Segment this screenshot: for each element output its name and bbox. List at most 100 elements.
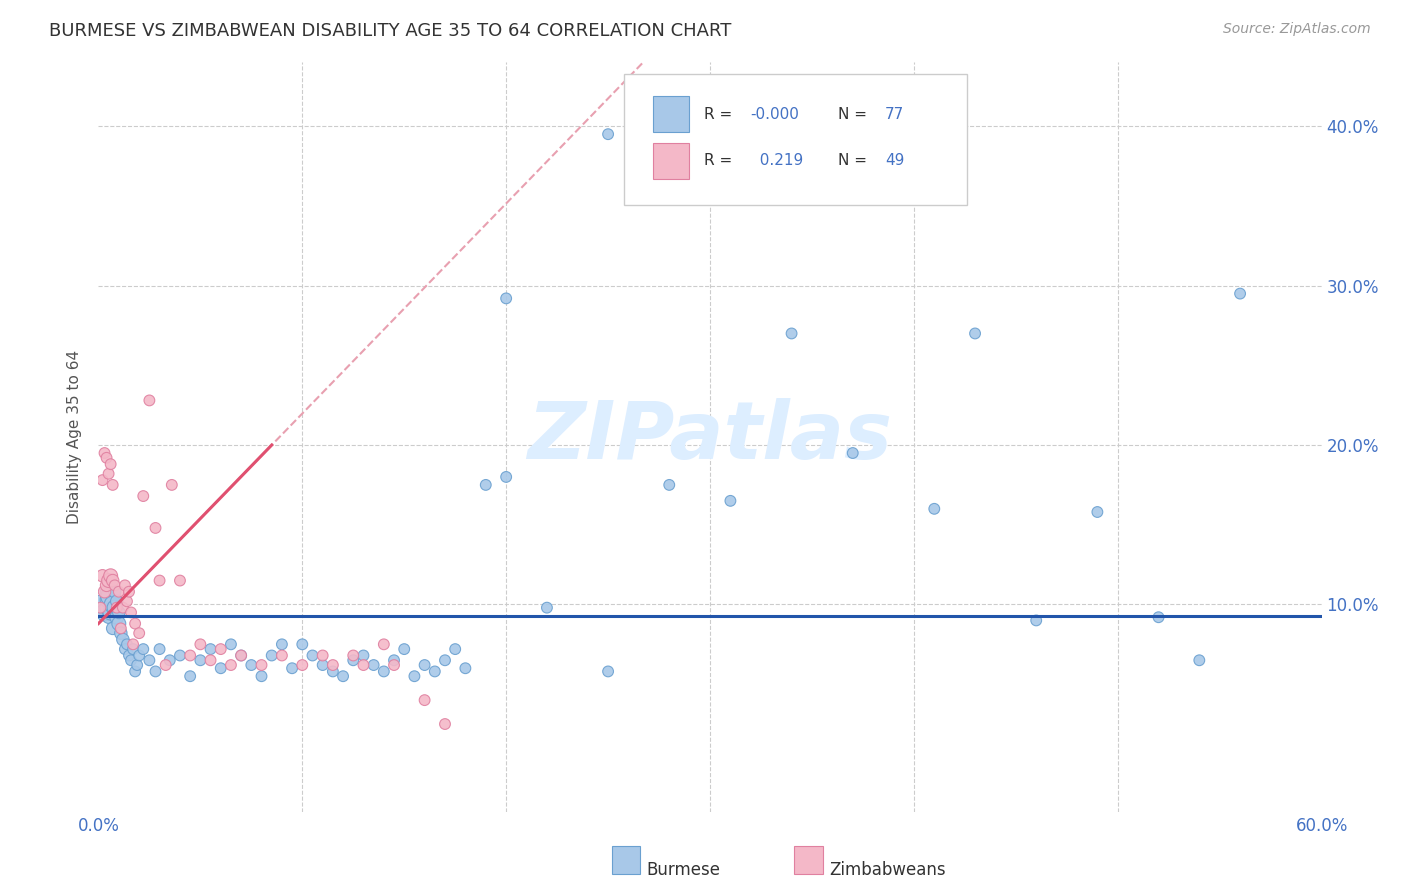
Point [352,658,374,673]
Point [160,478,183,492]
Point [342,648,364,663]
Point [841,446,863,460]
Point [200,653,222,667]
Point [101,574,124,588]
FancyBboxPatch shape [624,74,967,205]
Point [219,637,242,651]
Point [110,626,132,640]
Point [100,457,122,471]
Point [91,568,114,582]
Point [434,717,457,731]
Point [352,648,374,663]
Point [97,610,120,624]
Point [128,626,150,640]
Point [200,642,222,657]
Point [91,598,114,612]
Point [104,584,127,599]
Point [111,600,134,615]
Point [1147,610,1170,624]
Point [219,658,242,673]
Text: N =: N = [838,107,872,121]
Point [93,584,115,599]
Point [250,658,273,673]
Point [97,574,120,588]
Point [1188,653,1211,667]
Point [922,501,945,516]
Point [105,610,128,624]
Point [598,665,620,679]
Point [100,568,122,582]
Point [132,489,155,503]
Point [495,470,517,484]
Point [536,600,558,615]
Point [138,393,160,408]
Point [104,578,127,592]
Text: ZIPatlas: ZIPatlas [527,398,893,476]
Point [91,473,114,487]
Point [392,642,416,657]
Point [124,616,146,631]
Point [124,665,146,679]
Point [718,493,742,508]
Point [301,648,323,663]
Point [145,521,167,535]
Point [120,606,142,620]
Point [322,658,344,673]
Point [332,669,354,683]
Text: -0.000: -0.000 [751,107,799,121]
Point [965,326,987,341]
Text: 49: 49 [884,153,904,168]
Point [281,661,304,675]
Bar [612,846,640,874]
Text: 0.219: 0.219 [751,153,804,168]
Point [96,584,118,599]
Point [105,600,128,615]
Point [209,642,232,657]
Point [105,594,128,608]
Point [138,653,160,667]
Point [101,598,124,612]
Point [240,658,263,673]
Point [658,478,681,492]
Point [96,450,118,465]
Text: BURMESE VS ZIMBABWEAN DISABILITY AGE 35 TO 64 CORRELATION CHART: BURMESE VS ZIMBABWEAN DISABILITY AGE 35 … [49,22,731,40]
Point [382,658,405,673]
Bar [652,96,689,132]
Point [97,467,120,481]
Point [122,642,145,657]
Text: Zimbabweans: Zimbabweans [830,861,946,879]
Text: R =: R = [704,107,737,121]
Point [231,648,253,663]
Point [169,574,191,588]
Point [322,665,344,679]
Point [128,648,150,663]
Text: R =: R = [704,153,737,168]
Point [312,658,335,673]
Text: 77: 77 [884,107,904,121]
Bar [652,143,689,178]
Point [155,658,177,673]
Point [97,592,120,607]
Point [115,594,138,608]
Point [89,600,111,615]
Point [114,578,136,592]
Point [291,637,314,651]
Point [115,637,138,651]
Point [145,665,167,679]
Point [101,478,124,492]
Point [373,665,395,679]
Point [111,632,134,647]
Point [444,642,467,657]
Point [1229,286,1251,301]
Point [100,590,122,604]
Point [1085,505,1108,519]
Y-axis label: Disability Age 35 to 64: Disability Age 35 to 64 [67,350,83,524]
Point [108,606,131,620]
Point [149,642,172,657]
Point [114,642,136,657]
Point [188,637,212,651]
Point [382,653,405,667]
Point [96,600,118,615]
Point [159,653,181,667]
Point [127,658,149,673]
